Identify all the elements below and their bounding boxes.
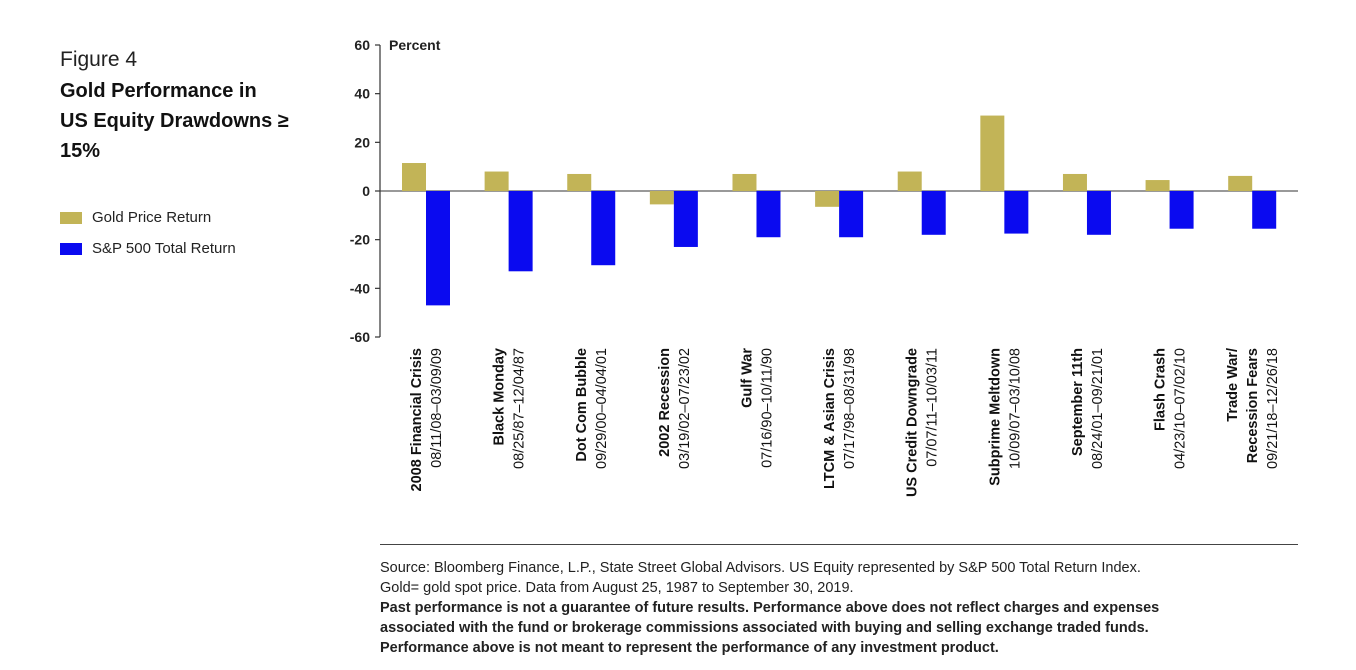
category-label: 07/07/11–10/03/11	[925, 348, 941, 467]
category-label: 08/25/87–12/04/87	[512, 348, 528, 469]
sp-bar	[756, 191, 781, 238]
gold-bar	[980, 115, 1005, 191]
legend: Gold Price Return S&P 500 Total Return	[60, 202, 236, 264]
sp-bar	[1004, 191, 1029, 234]
sp-bar	[426, 191, 450, 306]
y-tick-label: -60	[350, 329, 370, 345]
gold-swatch	[60, 211, 82, 224]
y-tick-label: 0	[362, 183, 370, 199]
sp-swatch	[60, 242, 82, 255]
sp-bar	[673, 191, 698, 247]
category-label: Dot Com Bubble	[574, 348, 590, 462]
divider	[380, 544, 1298, 545]
category-label: 09/21/18–12/26/18	[1265, 348, 1281, 469]
category-label: 04/23/10–07/02/10	[1173, 348, 1189, 469]
category-label: LTCM & Asian Crisis	[822, 348, 838, 489]
sp-bar	[1086, 191, 1111, 235]
legend-gold-label: Gold Price Return	[92, 209, 212, 226]
source-notes: Source: Bloomberg Finance, L.P., State S…	[380, 558, 1280, 658]
category-label: 08/11/08–03/09/09	[429, 348, 445, 468]
gold-bar	[402, 163, 426, 191]
category-label: 10/09/07–03/10/08	[1007, 348, 1023, 469]
category-label: Black Monday	[492, 348, 508, 446]
note-line-2: associated with the fund or brokerage co…	[380, 620, 1149, 636]
source-line-1: Source: Bloomberg Finance, L.P., State S…	[380, 560, 1141, 576]
gold-bar	[1228, 175, 1253, 191]
category-label: 2002 Recession	[657, 348, 673, 457]
category-label: September 11th	[1070, 348, 1086, 456]
gold-bar	[732, 173, 757, 191]
sp-bar	[839, 191, 864, 238]
y-tick-label: 40	[354, 86, 370, 102]
note-line-1: Past performance is not a guarantee of f…	[380, 600, 1160, 616]
gold-bar	[567, 173, 592, 191]
category-label: 07/16/90–10/11/90	[759, 348, 775, 468]
category-label: 08/24/01–09/21/01	[1090, 348, 1106, 469]
gold-bar	[484, 171, 509, 191]
figure-title: Gold Performance in US Equity Drawdowns …	[60, 80, 289, 162]
source-line-2: Gold= gold spot price. Data from August …	[380, 580, 854, 596]
category-label: Gulf War	[739, 348, 755, 408]
gold-bar	[649, 191, 674, 205]
y-tick-label: -20	[350, 232, 370, 248]
category-label: Flash Crash	[1153, 348, 1169, 431]
sp-bar	[921, 191, 946, 235]
category-label: Recession Fears	[1245, 348, 1261, 463]
sp-bar	[591, 191, 616, 266]
category-label: US Credit Downgrade	[905, 348, 921, 497]
category-label: 09/29/00–04/04/01	[594, 348, 610, 469]
legend-sp-label: S&P 500 Total Return	[92, 240, 236, 257]
category-label: 07/17/98–08/31/98	[842, 348, 858, 469]
category-label: Subprime Meltdown	[987, 348, 1003, 486]
category-label: 2008 Financial Crisis	[409, 348, 425, 491]
y-axis-label: Percent	[389, 37, 441, 53]
category-label: 03/19/02–07/23/02	[677, 348, 693, 469]
note-line-3: Performance above is not meant to repres…	[380, 640, 999, 656]
legend-item-sp: S&P 500 Total Return	[60, 233, 236, 264]
sp-bar	[1252, 191, 1277, 229]
gold-bar	[815, 191, 840, 207]
bar-chart: 60 40 20 0 -20 -40 -60 Percent 2008 Financial Cr…	[350, 37, 1298, 497]
figure-label: Figure 4	[60, 48, 138, 71]
y-tick-label: 60	[354, 37, 370, 53]
sp-bar	[1169, 191, 1194, 229]
sp-bar	[508, 191, 533, 272]
gold-bar	[1145, 180, 1170, 191]
y-tick-label: -40	[350, 280, 370, 296]
gold-bar	[1062, 173, 1087, 191]
gold-bar	[897, 171, 922, 191]
legend-item-gold: Gold Price Return	[60, 202, 236, 233]
category-label: Trade War/	[1225, 348, 1241, 422]
y-tick-label: 20	[354, 134, 370, 150]
